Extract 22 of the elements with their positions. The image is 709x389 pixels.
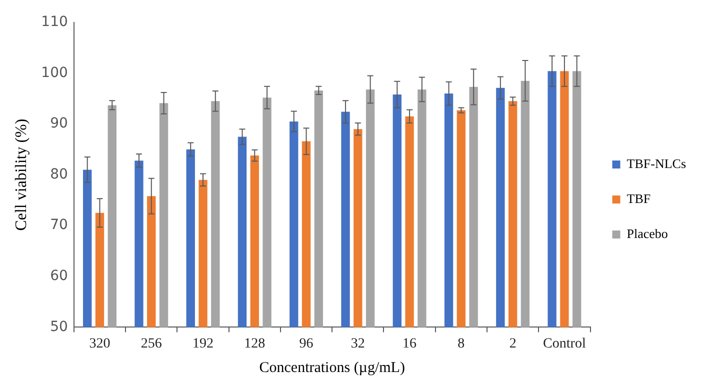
x-tick-label: 256: [140, 336, 162, 352]
y-tick-label: 110: [41, 14, 68, 30]
x-tick-label: 320: [89, 336, 110, 352]
x-tick-label: 2: [509, 336, 516, 352]
y-tick-label: 80: [50, 166, 68, 182]
x-tick-label: 192: [192, 336, 214, 352]
y-tick-label: 100: [41, 64, 68, 81]
legend-label: TBF: [626, 190, 651, 206]
legend-label: Placebo: [626, 226, 668, 241]
y-axis-title: Cell viability (%): [12, 118, 30, 231]
x-tick-label: 128: [244, 336, 266, 352]
legend-label: TBF-NLCs: [626, 156, 686, 171]
y-tick-label: 50: [50, 318, 68, 335]
y-tick-label: 90: [50, 116, 68, 132]
x-tick-label: 16: [402, 336, 417, 352]
x-tick-label: 8: [458, 336, 465, 352]
y-tick-label: 60: [50, 268, 68, 284]
x-axis-title: Concentrations (µg/mL): [259, 360, 405, 376]
x-tick-label: 96: [299, 336, 314, 352]
y-tick-label: 70: [50, 217, 68, 234]
x-tick-label: Control: [543, 336, 586, 352]
x-tick-label: 32: [350, 336, 365, 352]
